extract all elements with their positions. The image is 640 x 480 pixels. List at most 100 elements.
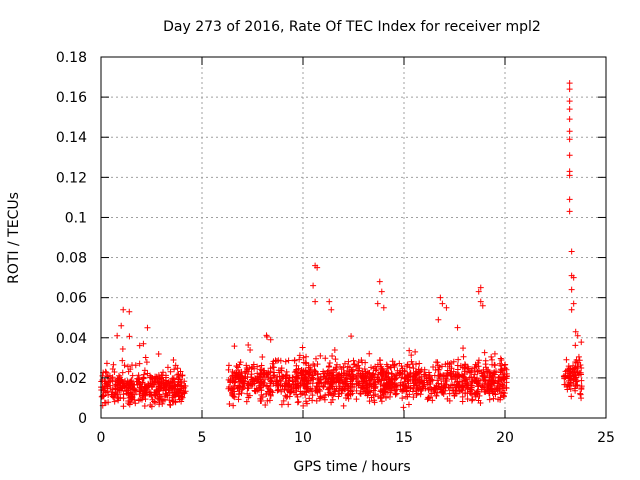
data-point (173, 388, 180, 395)
data-point (400, 404, 407, 411)
data-point (177, 387, 184, 394)
data-point (125, 400, 132, 407)
data-point (478, 386, 485, 393)
data-point (129, 362, 136, 369)
data-point (417, 379, 424, 386)
data-point (313, 397, 320, 404)
data-point (374, 300, 381, 307)
data-point (155, 395, 162, 402)
data-point (118, 322, 125, 329)
data-point (488, 353, 495, 360)
data-point (462, 365, 469, 372)
y-tick-label: 0.04 (56, 331, 87, 347)
data-point (498, 366, 505, 373)
data-point (264, 383, 271, 390)
data-point (566, 116, 573, 123)
data-point (380, 367, 387, 374)
data-point (350, 357, 357, 364)
data-point (127, 366, 134, 373)
data-point (572, 328, 579, 335)
data-point (396, 370, 403, 377)
data-point (312, 355, 319, 362)
data-point (232, 375, 239, 382)
data-point (280, 397, 287, 404)
data-point (129, 372, 136, 379)
data-point (468, 397, 475, 404)
data-point (407, 370, 414, 377)
data-point (106, 372, 113, 379)
data-point (329, 369, 336, 376)
data-point (230, 402, 237, 409)
data-point (438, 363, 445, 370)
data-point (282, 392, 289, 399)
data-point (452, 387, 459, 394)
data-point (364, 392, 371, 399)
data-point (450, 368, 457, 375)
data-point (408, 352, 415, 359)
data-point (329, 396, 336, 403)
data-point (237, 377, 244, 384)
data-point (103, 360, 110, 367)
data-point (236, 369, 243, 376)
data-point (171, 366, 178, 373)
data-point (168, 385, 175, 392)
data-point (261, 379, 268, 386)
data-point (139, 379, 146, 386)
data-point (153, 389, 160, 396)
data-point (477, 298, 484, 305)
data-point (418, 373, 425, 380)
data-point (170, 357, 177, 364)
data-point (293, 385, 300, 392)
data-point (468, 379, 475, 386)
data-point (170, 382, 177, 389)
data-point (349, 368, 356, 375)
data-point (444, 367, 451, 374)
data-point (378, 377, 385, 384)
data-point (119, 357, 126, 364)
data-point (257, 366, 264, 373)
data-point (437, 386, 444, 393)
data-point (568, 286, 575, 293)
data-point (372, 363, 379, 370)
data-point (159, 372, 166, 379)
data-point (394, 367, 401, 374)
data-point (306, 369, 313, 376)
data-point (248, 365, 255, 372)
data-point (377, 361, 384, 368)
data-point (475, 288, 482, 295)
data-point (285, 401, 292, 408)
data-point (277, 382, 284, 389)
data-point (566, 80, 573, 87)
data-point (481, 349, 488, 356)
data-point (571, 368, 578, 375)
data-point (126, 308, 133, 315)
data-point (479, 382, 486, 389)
x-tick-label: 5 (198, 430, 207, 446)
y-tick-label: 0.18 (56, 50, 87, 66)
data-point (479, 302, 486, 309)
data-point (121, 362, 128, 369)
data-point (169, 378, 176, 385)
data-point (566, 172, 573, 179)
data-point (310, 282, 317, 289)
data-point (566, 98, 573, 105)
data-point (371, 381, 378, 388)
data-point (427, 386, 434, 393)
data-point (474, 388, 481, 395)
data-point (359, 378, 366, 385)
data-point (406, 391, 413, 398)
data-point (566, 208, 573, 215)
data-point (366, 350, 373, 357)
data-point (314, 264, 321, 271)
data-point (170, 375, 177, 382)
data-point (301, 378, 308, 385)
data-point (421, 366, 428, 373)
data-point (500, 376, 507, 383)
data-point (306, 387, 313, 394)
data-point (128, 390, 135, 397)
data-point (386, 393, 393, 400)
data-point (144, 324, 151, 331)
data-point (574, 359, 581, 366)
data-point (500, 393, 507, 400)
data-point (264, 397, 271, 404)
